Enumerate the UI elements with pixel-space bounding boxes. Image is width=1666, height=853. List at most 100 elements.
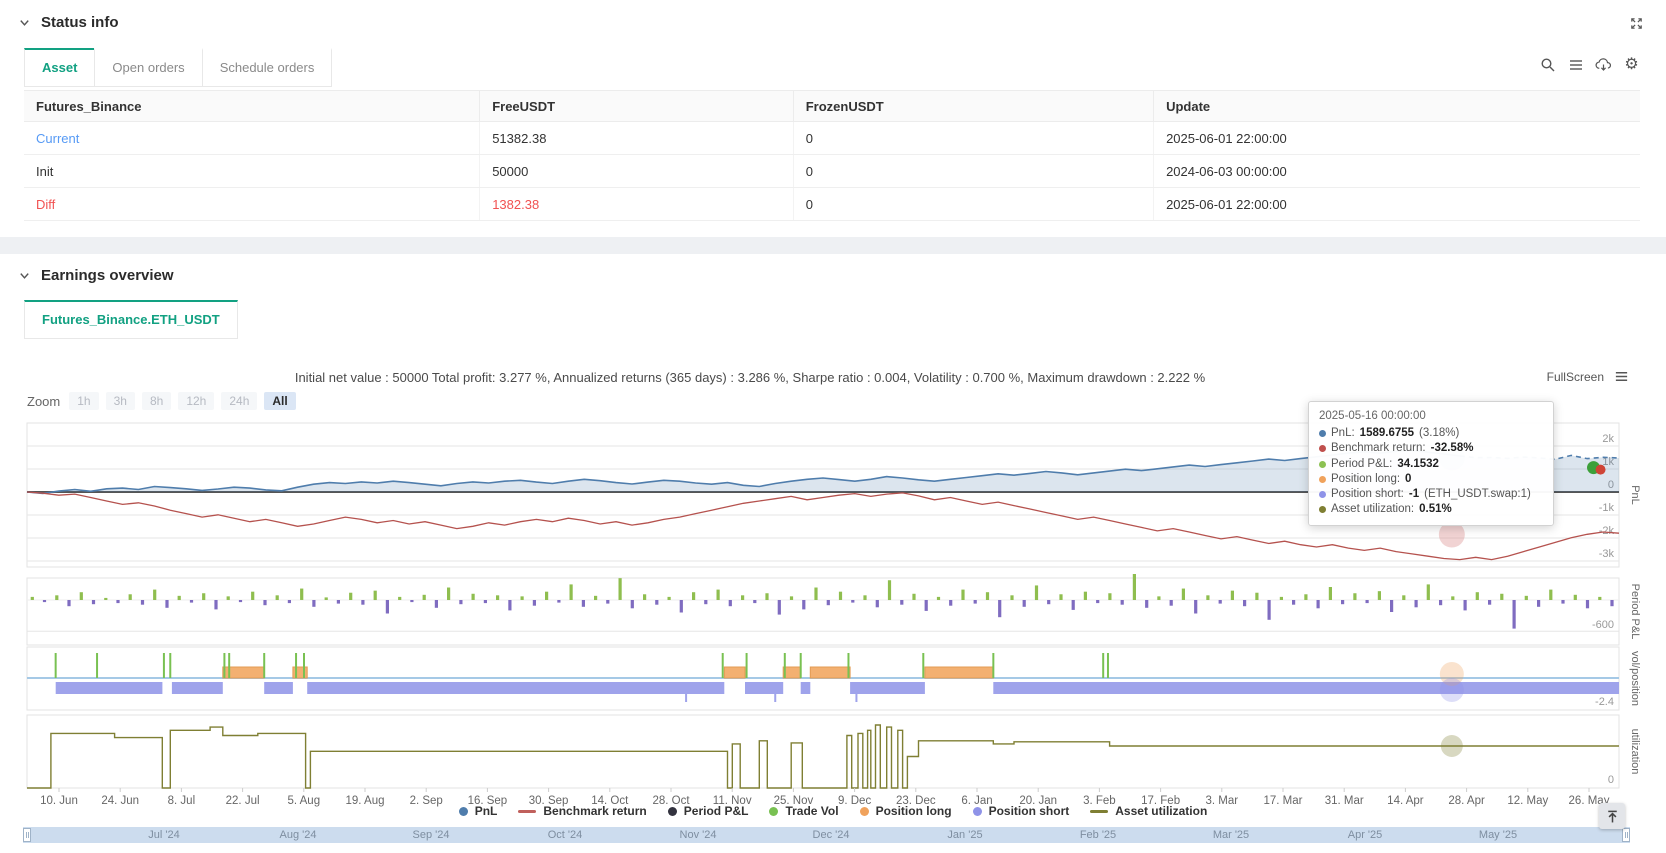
period-pnl-bar: [202, 593, 205, 600]
period-pnl-bar: [251, 592, 254, 600]
period-pnl-bar: [1366, 600, 1369, 603]
period-pnl-bar: [863, 595, 866, 600]
status-tab-open-orders[interactable]: Open orders: [94, 48, 202, 87]
period-pnl-bar: [153, 590, 156, 600]
legend-item-asset-utilization[interactable]: Asset utilization: [1090, 804, 1207, 818]
period-pnl-bar: [692, 592, 695, 600]
latest-point-red-dot: [1596, 465, 1606, 475]
period-pnl-bar: [655, 600, 658, 605]
status-tab-schedule-orders[interactable]: Schedule orders: [202, 48, 333, 87]
chart-navigator[interactable]: Jul '24Aug '24Sep '24Oct '24Nov '24Dec '…: [23, 827, 1630, 843]
series-dot-icon: [1319, 430, 1326, 437]
period-pnl-bar: [1292, 600, 1295, 605]
period-pnl-bar: [1096, 600, 1099, 603]
zoom-button-8h[interactable]: 8h: [142, 392, 171, 410]
tooltip-row: Period P&L: 34.1532: [1319, 457, 1543, 472]
cloud-download-icon[interactable]: [1595, 56, 1612, 73]
period-pnl-bar: [1476, 592, 1479, 600]
period-pnl-bar: [349, 593, 352, 600]
period-pnl-bar: [790, 596, 793, 600]
period-pnl-bar: [998, 600, 1001, 617]
period-pnl-bar: [1610, 600, 1613, 606]
period-pnl-bar: [1415, 600, 1418, 607]
period-pnl-bar: [668, 597, 671, 600]
legend-item-pnl[interactable]: PnL: [459, 804, 498, 818]
legend-label: Position long: [876, 804, 952, 818]
navigator-month-label: Sep '24: [413, 829, 450, 841]
status-info-header: Status info: [18, 14, 119, 31]
period-pnl-bar: [1549, 590, 1552, 600]
collapse-chevron-icon[interactable]: [18, 16, 31, 29]
period-pnl-bar: [1488, 600, 1491, 605]
period-pnl-bar: [1035, 585, 1038, 600]
period-pnl-bar: [1059, 594, 1062, 600]
period-pnl-bar: [912, 594, 915, 600]
period-pnl-bar: [570, 584, 573, 600]
section-title-status: Status info: [41, 14, 119, 31]
chart-legend: PnL Benchmark return Period P&L Trade Vol Po…: [0, 804, 1666, 818]
period-pnl-bar: [1402, 595, 1405, 600]
zoom-button-all[interactable]: All: [264, 392, 295, 410]
utilization-line: [27, 725, 1619, 788]
navigator-month-label: Feb '25: [1080, 829, 1116, 841]
zoom-button-24h[interactable]: 24h: [221, 392, 257, 410]
zoom-button-3h[interactable]: 3h: [106, 392, 135, 410]
series-dot-icon: [1319, 461, 1326, 468]
earnings-overview-card: Earnings overview Futures_Binance.ETH_US…: [0, 254, 1666, 853]
period-pnl-bar: [1023, 600, 1026, 607]
position-panel-border: [27, 647, 1619, 710]
position-short-band: [56, 682, 163, 694]
period-pnl-bar: [484, 600, 487, 603]
period-pnl-bar: [1451, 596, 1454, 600]
zoom-button-1h[interactable]: 1h: [69, 392, 98, 410]
period-pnl-bar: [1182, 589, 1185, 600]
period-pnl-bar: [31, 597, 34, 600]
legend-item-period-p&l[interactable]: Period P&L: [668, 804, 749, 818]
legend-item-benchmark-return[interactable]: Benchmark return: [518, 804, 646, 818]
period-pnl-bar: [1157, 596, 1160, 600]
period-pnl-bar: [717, 590, 720, 600]
navigator-month-label: Dec '24: [813, 829, 850, 841]
menu-icon[interactable]: [1567, 56, 1584, 73]
gear-icon[interactable]: ⚙: [1623, 56, 1640, 73]
period-pnl-bar: [325, 597, 328, 600]
navigator-right-handle[interactable]: [1622, 828, 1630, 842]
legend-item-position-short[interactable]: Position short: [973, 804, 1070, 818]
period-pnl-bar: [239, 600, 242, 602]
period-pnl-bar: [1108, 593, 1111, 600]
period-pnl-bar: [398, 597, 401, 600]
period-pnl-bar: [1010, 595, 1013, 600]
chart-menu-icon[interactable]: [1613, 368, 1630, 385]
cell-name[interactable]: Current: [24, 122, 480, 155]
period-pnl-bar: [643, 594, 646, 600]
scroll-to-top-button[interactable]: [1599, 803, 1625, 829]
period-pnl-bar: [43, 600, 46, 602]
earnings-tabs: Futures_Binance.ETH_USDT: [24, 300, 238, 339]
position-short-band: [850, 682, 925, 694]
period-pnl-bar: [1390, 600, 1393, 612]
asset-table-header-row: Futures_BinanceFreeUSDTFrozenUSDTUpdate: [24, 91, 1640, 122]
legend-item-position-long[interactable]: Position long: [860, 804, 952, 818]
column-header-update: Update: [1154, 91, 1640, 122]
cell-free-usdt: 1382.38: [480, 188, 794, 221]
period-pnl-bar: [1072, 600, 1075, 610]
status-tab-asset[interactable]: Asset: [24, 48, 95, 87]
tooltip-row: Asset utilization: 0.51%: [1319, 502, 1543, 517]
navigator-left-handle[interactable]: [23, 828, 31, 842]
position-short-band: [801, 682, 811, 694]
period-pnl-bar: [1500, 594, 1503, 600]
legend-item-trade-vol[interactable]: Trade Vol: [769, 804, 838, 818]
period-pnl-bar: [1378, 591, 1381, 600]
fullscreen-button[interactable]: FullScreen: [1547, 370, 1604, 384]
tab-futures-binance-eth-usdt[interactable]: Futures_Binance.ETH_USDT: [24, 300, 238, 339]
period-pnl-bar: [986, 592, 989, 600]
period-pnl-bar: [1084, 592, 1087, 600]
hover-marker-utilization: [1441, 735, 1463, 757]
search-icon[interactable]: [1539, 56, 1556, 73]
zoom-button-12h[interactable]: 12h: [178, 392, 214, 410]
expand-icon[interactable]: [1628, 15, 1645, 32]
period-pnl-bar: [1513, 600, 1516, 629]
navigator-month-label: May '25: [1479, 829, 1517, 841]
collapse-chevron-icon[interactable]: [18, 269, 31, 282]
period-pnl-bar: [116, 600, 119, 603]
